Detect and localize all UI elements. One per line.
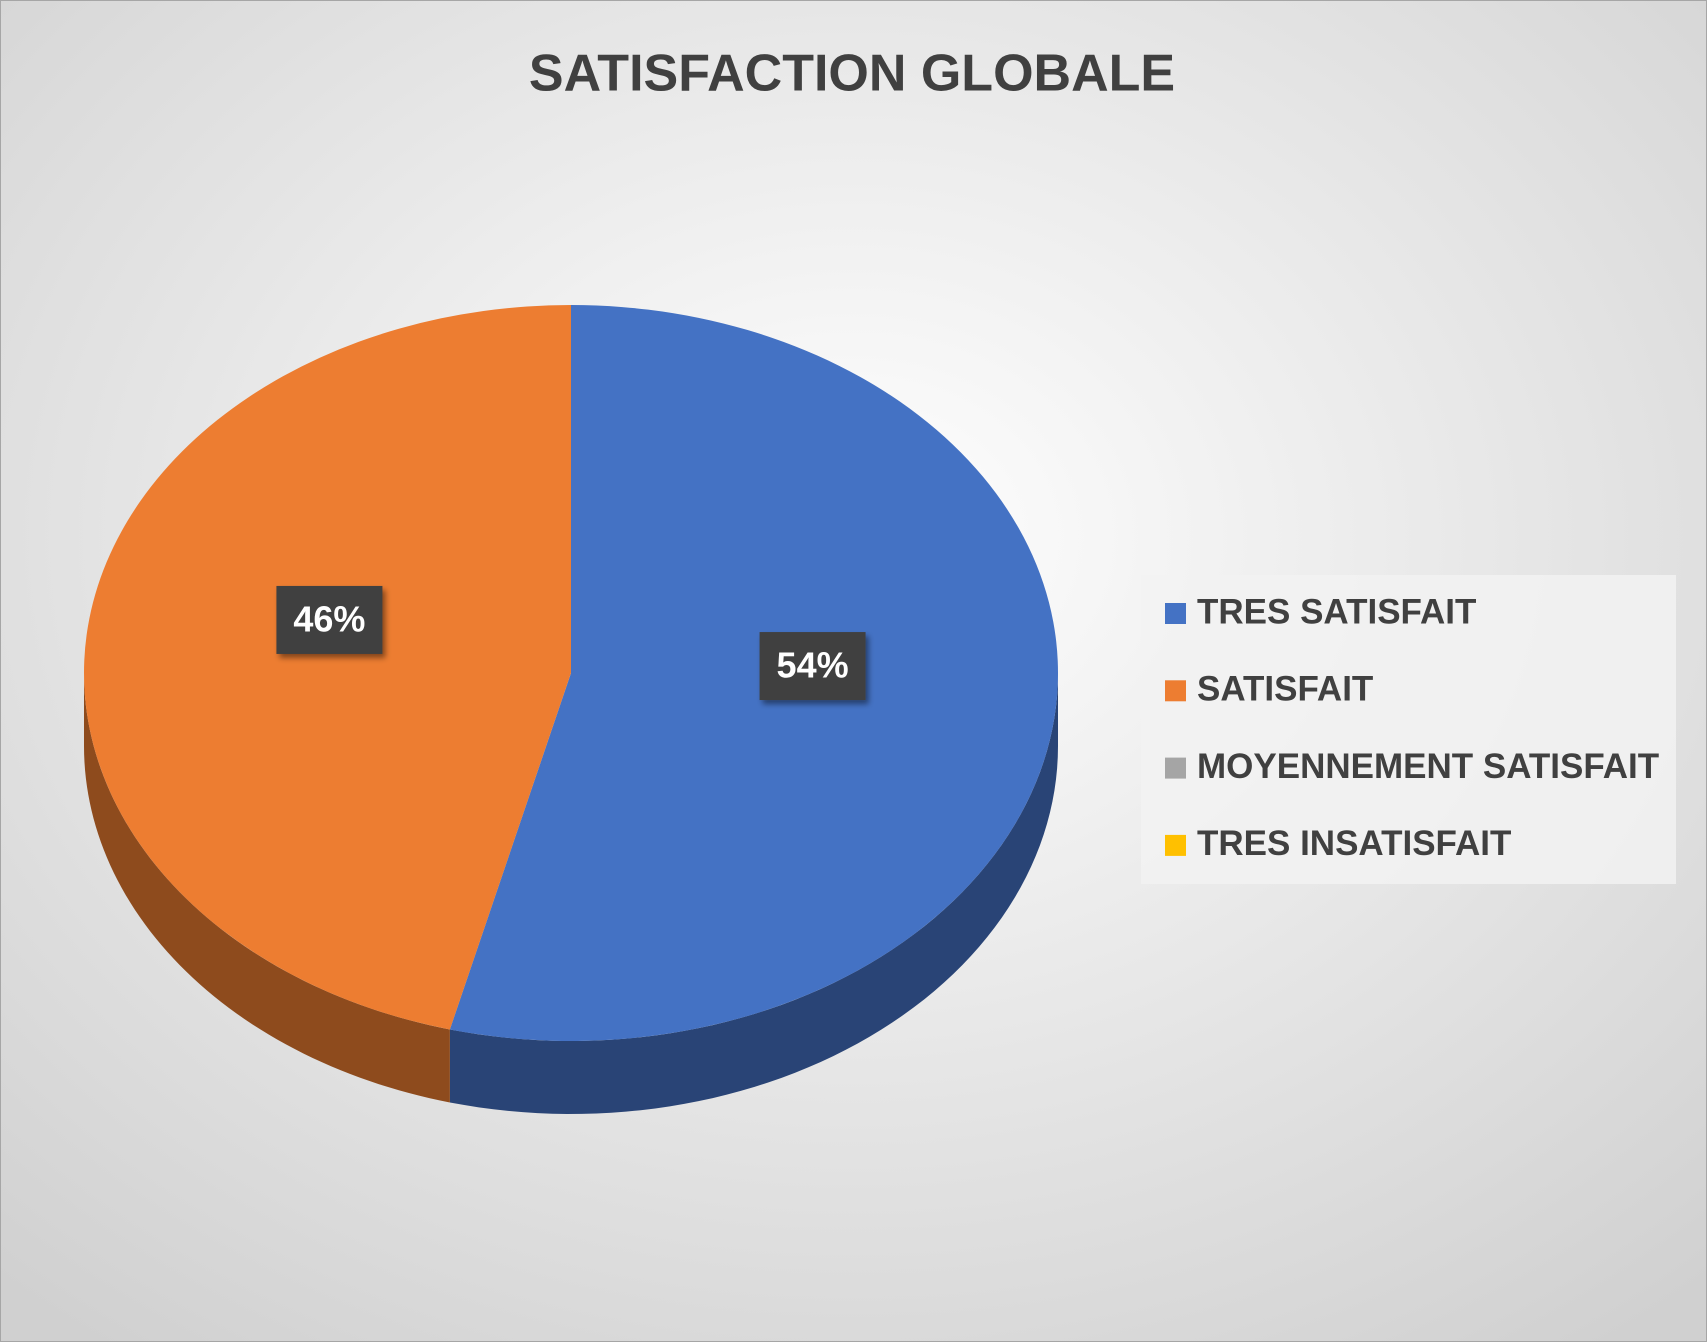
data-label-box — [759, 632, 866, 701]
slice-side — [449, 673, 1058, 1114]
slice — [449, 305, 1058, 1041]
legend-box — [1141, 575, 1676, 884]
legend-swatch — [1165, 680, 1186, 702]
legend-swatch — [1165, 757, 1186, 779]
data-label-box — [276, 585, 383, 654]
data-label: 54% — [777, 645, 849, 686]
data-label: 46% — [293, 598, 365, 639]
legend-label: MOYENNEMENT SATISFAIT — [1197, 747, 1659, 786]
legend-label: SATISFAIT — [1197, 670, 1373, 709]
legend-label: TRES INSATISFAIT — [1197, 824, 1511, 863]
slice — [83, 305, 571, 1030]
legend-swatch — [1165, 603, 1186, 624]
slice-side — [84, 673, 450, 1103]
legend-label: TRES SATISFAIT — [1197, 592, 1476, 631]
legend-swatch — [1165, 834, 1186, 856]
chart-title: SATISFACTION GLOBALE — [529, 45, 1175, 103]
